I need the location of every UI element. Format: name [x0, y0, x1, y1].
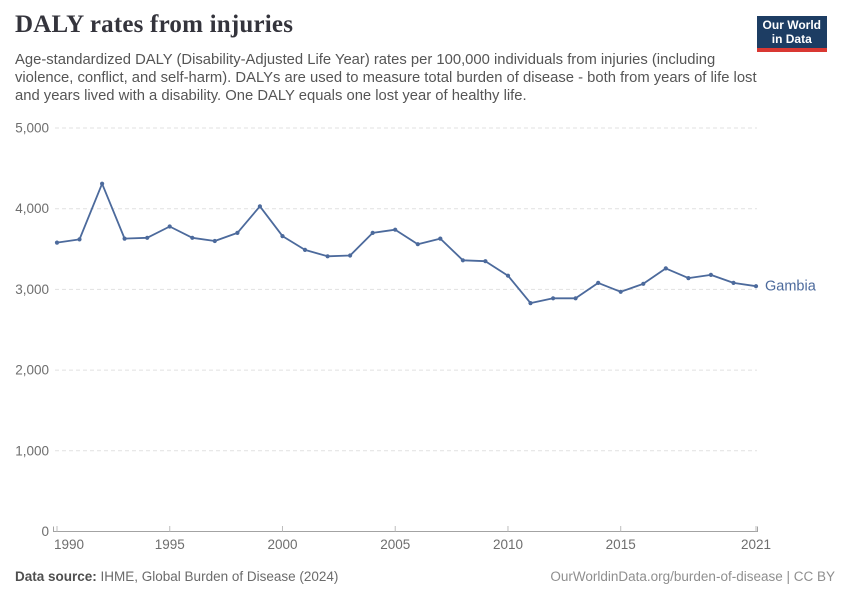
data-point [641, 281, 646, 286]
data-point [663, 266, 668, 271]
data-point [370, 230, 375, 235]
data-point [505, 273, 511, 278]
data-point [325, 254, 330, 259]
data-point [212, 238, 217, 244]
data-point [596, 280, 601, 285]
data-point [302, 247, 308, 252]
x-tick-label: 1995 [155, 537, 185, 552]
data-point [415, 242, 420, 247]
x-tick-label: 2021 [741, 537, 771, 552]
data-point [686, 276, 691, 281]
owid-logo-line2: in Data [771, 31, 812, 46]
data-point [348, 253, 353, 258]
data-point [551, 296, 556, 301]
y-tick-label: 0 [41, 524, 49, 539]
page-title: DALY rates from injuries [15, 11, 294, 38]
data-point [77, 237, 82, 242]
chart-subtitle: Age-standardized DALY (Disability-Adjust… [15, 52, 757, 105]
data-point [460, 258, 465, 263]
y-tick-label: 4,000 [15, 201, 49, 216]
data-point [122, 236, 127, 241]
data-point [257, 204, 262, 209]
y-tick-label: 5,000 [15, 121, 49, 136]
data-point [753, 284, 759, 289]
data-point [190, 235, 195, 240]
data-source: Data source: IHME, Global Burden of Dise… [15, 569, 338, 584]
owid-logo-line1: Our World [762, 18, 821, 32]
x-tick-label: 2005 [380, 537, 410, 552]
data-source-label: Data source: [15, 569, 97, 584]
data-point [145, 235, 150, 240]
data-point [618, 289, 623, 294]
x-tick-label: 2000 [267, 537, 297, 552]
x-tick-label: 1990 [54, 537, 84, 552]
data-point [573, 296, 578, 301]
data-point [54, 240, 60, 245]
data-point [483, 259, 488, 264]
data-point [280, 234, 285, 239]
x-tick-label: 2015 [606, 537, 636, 552]
data-point [528, 301, 533, 306]
data-point [393, 227, 398, 232]
series-end-label: Gambia [765, 279, 817, 295]
y-tick-label: 2,000 [15, 363, 49, 378]
data-point [708, 272, 714, 277]
data-point [235, 230, 240, 235]
series-line-gambia [56, 182, 757, 304]
x-tick-label: 2010 [493, 537, 523, 552]
data-point [731, 280, 736, 285]
data-point [438, 236, 443, 241]
data-point [100, 181, 105, 186]
credit-link[interactable]: OurWorldinData.org/burden-of-disease | C… [550, 569, 835, 584]
y-tick-label: 1,000 [15, 443, 49, 458]
owid-logo[interactable]: Our World in Data [756, 16, 827, 52]
data-point [167, 224, 172, 229]
y-tick-label: 3,000 [15, 282, 49, 297]
data-source-value: IHME, Global Burden of Disease (2024) [96, 569, 339, 584]
